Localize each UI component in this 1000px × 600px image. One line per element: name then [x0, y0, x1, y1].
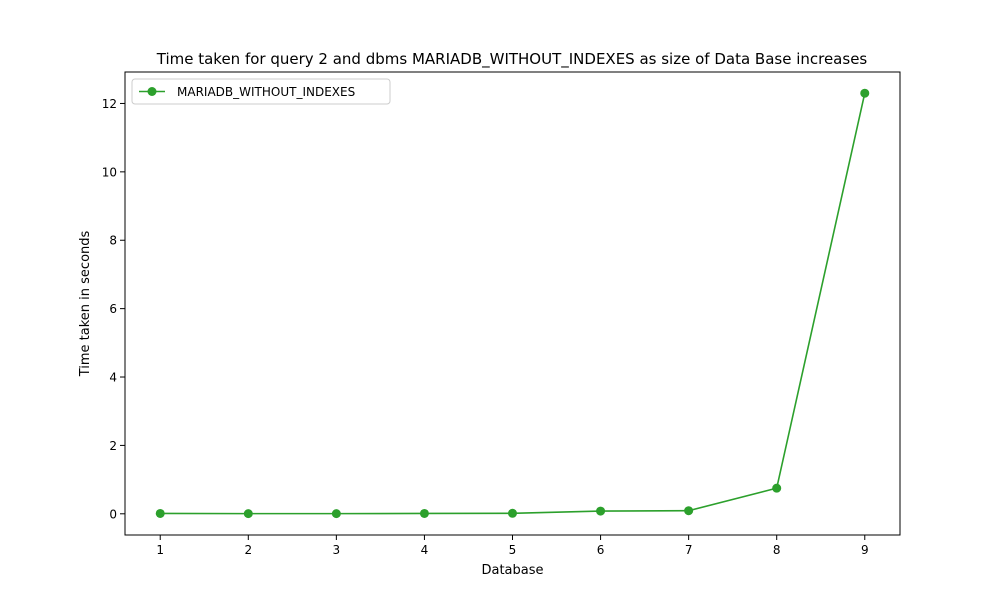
y-tick-label: 6 [109, 302, 117, 316]
x-tick-label: 7 [685, 543, 693, 557]
y-tick-label: 2 [109, 439, 117, 453]
chart-title: Time taken for query 2 and dbms MARIADB_… [156, 50, 868, 69]
legend-label: MARIADB_WITHOUT_INDEXES [177, 85, 355, 99]
data-point [860, 88, 870, 98]
x-tick-label: 1 [156, 543, 164, 557]
y-tick-label: 4 [109, 371, 117, 385]
x-tick-label: 2 [244, 543, 252, 557]
x-axis-label: Database [481, 563, 543, 578]
y-tick-label: 0 [109, 507, 117, 521]
data-point [243, 509, 253, 519]
data-point [155, 508, 165, 518]
data-point [684, 506, 694, 516]
series-layer [155, 88, 870, 519]
data-point [419, 508, 429, 518]
x-tick-label: 4 [421, 543, 429, 557]
y-tick-label: 8 [109, 234, 117, 248]
y-tick-label: 12 [102, 97, 117, 111]
legend-box [131, 78, 391, 105]
y-axis-label: Time taken in seconds [78, 230, 93, 377]
x-tick-label: 9 [861, 543, 869, 557]
y-tick-label: 10 [102, 165, 117, 179]
y-axis-ticks: 0 2 4 6 8 10 12 [102, 97, 125, 521]
x-tick-label: 8 [773, 543, 781, 557]
data-point [331, 509, 341, 519]
plot-area [125, 72, 900, 535]
data-point [508, 508, 517, 518]
x-tick-label: 6 [597, 543, 605, 557]
plot-frame [124, 71, 901, 536]
data-point [596, 506, 606, 516]
legend-marker-swatch [147, 87, 157, 96]
x-axis-ticks: 1 2 3 4 5 6 7 8 9 [156, 535, 869, 557]
x-tick-label: 5 [509, 543, 517, 557]
data-point [772, 483, 782, 493]
x-tick-label: 3 [333, 543, 341, 557]
legend: MARIADB_WITHOUT_INDEXES [131, 78, 391, 105]
